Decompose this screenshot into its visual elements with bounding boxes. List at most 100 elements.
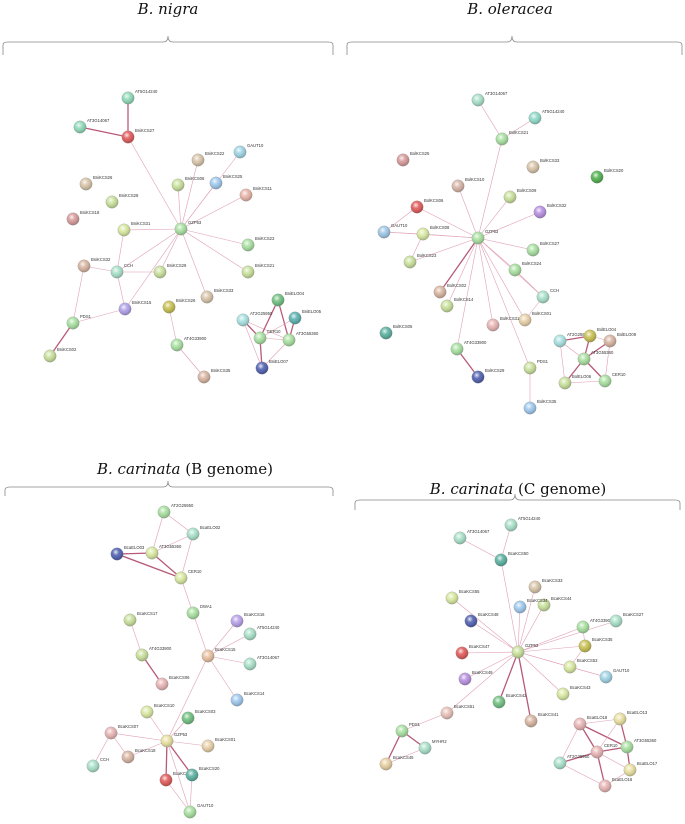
node-at3g55360[interactable]: AT3G55360 xyxy=(282,331,319,347)
node-bcakcs07[interactable]: BcaKCS07 xyxy=(104,724,139,740)
node-bolelo06[interactable]: BolELO06 xyxy=(558,374,592,390)
node-bcakcs16[interactable]: BcaKCS16 xyxy=(230,612,265,628)
node-bcakcs51[interactable]: BcaKCS51 xyxy=(440,704,475,720)
node-bnikcs02[interactable]: BniKCS02 xyxy=(43,347,77,363)
node-bolkcs20[interactable]: BolKCS20 xyxy=(590,168,624,184)
node-bcakcs43[interactable]: BcaKCS43 xyxy=(556,685,591,701)
node-bcakcs27[interactable]: BcaKCS27 xyxy=(609,612,644,628)
node-at3g55360[interactable]: AT3G55360 xyxy=(577,350,614,366)
node-bolkcs08[interactable]: BolKCS08 xyxy=(416,225,450,241)
node-bcakcs35[interactable]: BcaKCS35 xyxy=(578,637,613,653)
node-pds1[interactable]: PDS1 xyxy=(523,359,549,375)
node-cer10[interactable]: CER10 xyxy=(598,372,626,388)
node-bnikcs23[interactable]: BniKCS23 xyxy=(241,236,275,252)
node-bolkcs02[interactable]: BolKCS02 xyxy=(433,283,467,299)
node-bcakcs49[interactable]: BcaKCS49 xyxy=(458,670,493,686)
node-bcakcs14[interactable]: BcaKCS14 xyxy=(230,691,265,707)
node-bnielo04[interactable]: BniELO04 xyxy=(271,291,305,307)
node-bnikcs28[interactable]: BniKCS28 xyxy=(105,193,139,209)
node-gzp53[interactable]: GZP53 xyxy=(511,643,539,659)
node-at4g33900[interactable]: AT4G33900 xyxy=(170,336,207,352)
node-bnikcs11[interactable]: BniKCS11 xyxy=(239,186,273,202)
node-bnikcs21[interactable]: BniKCS21 xyxy=(241,263,275,279)
node-at4g33900[interactable]: AT4G33900 xyxy=(450,340,487,356)
node-bolelo04[interactable]: BolELO04 xyxy=(583,327,617,343)
node-bcakcs15[interactable]: BcaKCS15 xyxy=(201,647,236,663)
node-cch[interactable]: CCH xyxy=(536,288,559,304)
node-bolkcs10[interactable]: BolKCS10 xyxy=(451,177,485,193)
node-bolkcs01[interactable]: BolKCS01 xyxy=(518,311,552,327)
node-bcakcs17[interactable]: BcaKCS17 xyxy=(123,611,158,627)
node-cer10[interactable]: CER10 xyxy=(590,743,618,759)
node-bcakcs02[interactable]: BcaKCS02 xyxy=(159,771,194,787)
node-bolkcs09[interactable]: BolKCS09 xyxy=(503,188,537,204)
node-bolkcs24[interactable]: BolKCS24 xyxy=(508,261,542,277)
node-bnikcs31[interactable]: BniKCS31 xyxy=(117,221,151,237)
node-dwa1[interactable]: DWA1 xyxy=(186,604,213,620)
node-gaut10[interactable]: GAUT10 xyxy=(377,223,408,239)
node-at3g14067[interactable]: AT3G14067 xyxy=(471,91,508,107)
node-at2g25950[interactable]: AT2G25950 xyxy=(553,754,590,770)
node-at5g14240[interactable]: AT5G14240 xyxy=(243,625,280,641)
node-cer10[interactable]: CER10 xyxy=(174,569,202,585)
node-bolkcs32[interactable]: BolKCS32 xyxy=(533,203,567,219)
node-at4g33900[interactable]: AT4G33900 xyxy=(576,618,613,634)
node-bcakcs50[interactable]: BcaKCS50 xyxy=(494,551,529,567)
node-myhr2[interactable]: MYHR2 xyxy=(418,739,448,755)
node-gaut10[interactable]: GAUT10 xyxy=(233,143,264,159)
node-bcakcs01[interactable]: BcaKCS01 xyxy=(201,737,236,753)
node-gzp53[interactable]: GZP53 xyxy=(160,732,188,748)
node-cch[interactable]: CCH xyxy=(86,757,109,773)
node-bnielo05[interactable]: BniELO05 xyxy=(288,309,322,325)
node-bcakcs03[interactable]: BcaKCS03 xyxy=(181,709,216,725)
node-bcakcs55[interactable]: BcaKCS55 xyxy=(445,589,480,605)
node-at2g25950[interactable]: AT2G25950 xyxy=(157,503,194,519)
node-bcakcs06[interactable]: BcaKCS06 xyxy=(155,675,190,691)
node-bolkcs23[interactable]: BolKCS23 xyxy=(403,253,437,269)
node-at5g14240[interactable]: AT5G14240 xyxy=(528,109,565,125)
node-bcakcs41[interactable]: BcaKCS41 xyxy=(524,712,559,728)
node-bcakcs47[interactable]: BcaKCS47 xyxy=(455,644,490,660)
node-bnikcs26[interactable]: BniKCS26 xyxy=(79,175,113,191)
node-cer10[interactable]: CER10 xyxy=(253,329,281,345)
node-at5g14240[interactable]: AT5G14240 xyxy=(504,516,541,532)
node-bolkcs27[interactable]: BolKCS27 xyxy=(526,241,560,257)
node-at3g55360[interactable]: AT3G55360 xyxy=(620,738,657,754)
node-bnikcs27[interactable]: BniKCS27 xyxy=(121,128,155,144)
node-at2g25950[interactable]: AT2G25950 xyxy=(236,311,273,327)
node-bcakcs34[interactable]: BcaKCS34 xyxy=(513,598,548,614)
node-bnikcs18[interactable]: BniKCS18 xyxy=(66,210,100,226)
node-bcakcs10[interactable]: BcaKCS10 xyxy=(140,703,175,719)
node-gaut10[interactable]: GAUT10 xyxy=(183,803,214,819)
node-bnikcs29[interactable]: BniKCS29 xyxy=(153,263,187,279)
node-bolkcs05[interactable]: BolKCS05 xyxy=(379,324,413,340)
node-at3g55360[interactable]: AT3G55360 xyxy=(145,544,182,560)
node-bcakcs53[interactable]: BcaKCS53 xyxy=(563,658,598,674)
node-bolelo09[interactable]: BolELO09 xyxy=(603,332,637,348)
node-bcaelo17[interactable]: BcaELO17 xyxy=(623,761,658,777)
node-pds1[interactable]: PDS1 xyxy=(395,722,421,738)
node-at5g14240[interactable]: AT5G14240 xyxy=(121,89,158,105)
node-at3g14067[interactable]: AT3G14067 xyxy=(243,655,280,671)
node-bnikcs32[interactable]: BniKCS32 xyxy=(77,257,111,273)
node-bolkcs33[interactable]: BolKCS33 xyxy=(526,158,560,174)
node-bolkcs06[interactable]: BolKCS06 xyxy=(410,198,444,214)
node-bcaelo13[interactable]: BcaELO13 xyxy=(613,710,648,726)
node-pds1[interactable]: PDS1 xyxy=(66,314,92,330)
node-bcakcs44[interactable]: BcaKCS44 xyxy=(537,596,572,612)
node-bnikcs06[interactable]: BniKCS06 xyxy=(171,176,205,192)
node-bolkcs25[interactable]: BolKCS25 xyxy=(396,151,430,167)
node-bcakcs18[interactable]: BcaKCS18 xyxy=(121,748,156,764)
node-at2g25950[interactable]: AT2G25950 xyxy=(553,332,590,348)
node-bolkcs29[interactable]: BolKCS29 xyxy=(471,368,505,384)
node-bcaelo03[interactable]: BcaELO03 xyxy=(110,545,145,561)
node-bolkcs14[interactable]: BolKCS14 xyxy=(440,297,474,313)
node-bnikcs22[interactable]: BniKCS22 xyxy=(191,151,225,167)
node-gzp53[interactable]: GZP53 xyxy=(174,220,202,236)
node-cch[interactable]: CCH xyxy=(110,263,133,279)
node-gzp53[interactable]: GZP53 xyxy=(471,229,499,245)
node-bcakcs20[interactable]: BcaKCS20 xyxy=(185,766,220,782)
node-bnikcs35[interactable]: BniKCS35 xyxy=(197,368,231,384)
node-gaut10[interactable]: GAUT10 xyxy=(599,668,630,684)
node-at3g14067[interactable]: AT3G14067 xyxy=(73,118,110,134)
